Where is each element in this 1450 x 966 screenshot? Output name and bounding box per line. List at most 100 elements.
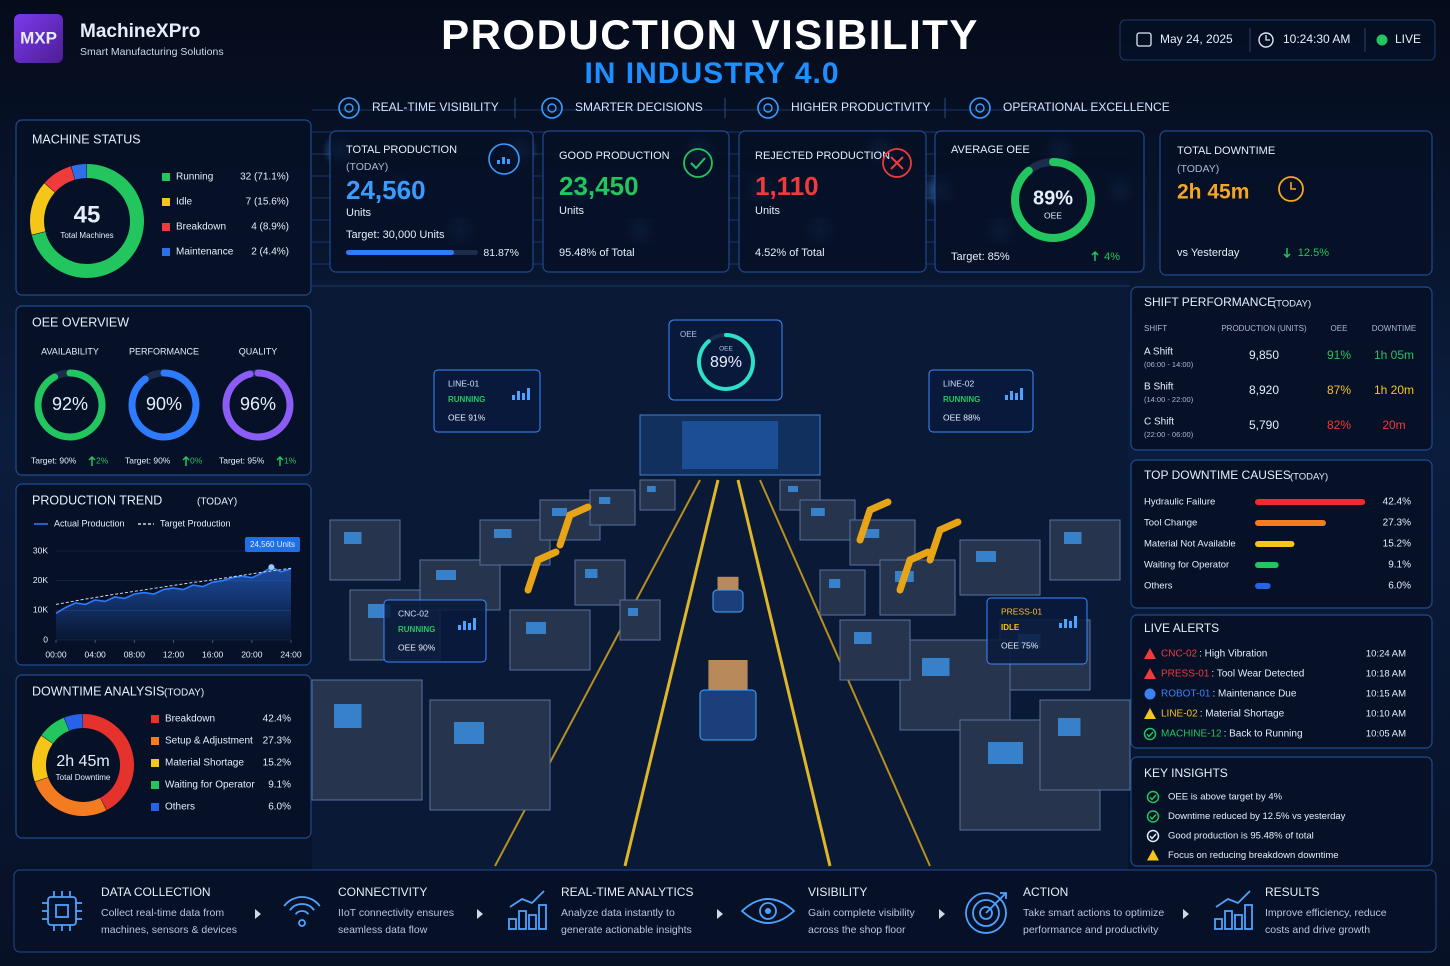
machine-screen [552, 508, 567, 516]
tag-oee: OEE 75% [1001, 640, 1039, 650]
donut-segment [31, 164, 144, 278]
legend-swatch [162, 248, 170, 256]
pillar-label: REAL-TIME VISIBILITY [372, 100, 499, 114]
flow-title: REAL-TIME ANALYTICS [561, 885, 693, 899]
warning-icon [1144, 648, 1156, 659]
machine-screen [454, 722, 484, 744]
trend-area [56, 567, 291, 640]
machine-screen [1064, 532, 1082, 544]
up-arrow [88, 455, 96, 466]
gauge-change: 1% [284, 455, 297, 465]
page-subtitle: IN INDUSTRY 4.0 [584, 57, 839, 90]
robot-arm [524, 548, 560, 594]
tag-oee: OEE 88% [943, 412, 981, 422]
x-tick-label: 16:00 [202, 649, 224, 659]
up-arrow [276, 455, 284, 466]
shift-hours: (06:00 - 14:00) [1144, 360, 1194, 369]
donut-segment [82, 714, 134, 811]
down-arrow [1283, 248, 1291, 259]
kpi-title: GOOD PRODUCTION [559, 150, 670, 162]
donut-segment [44, 166, 76, 193]
legend-swatch [162, 173, 170, 181]
tag-icon-bar [1069, 621, 1072, 628]
chart-icon-bar [1234, 914, 1243, 930]
x-tick-label: 00:00 [45, 649, 67, 659]
panel-title: LIVE ALERTS [1144, 621, 1219, 635]
flow-title: CONNECTIVITY [338, 885, 427, 899]
cause-name: Hydraulic Failure [1144, 497, 1215, 508]
trend-line [55, 566, 292, 614]
flow-text: across the shop floor [808, 924, 906, 936]
callout: 24,560 Units [250, 540, 295, 549]
panel-title: TOP DOWNTIME CAUSES [1144, 468, 1291, 482]
machine-screen [526, 622, 546, 634]
wifi-arc [294, 910, 310, 915]
kpi-qualifier: (TODAY) [346, 161, 388, 173]
legend-swatch [151, 715, 159, 723]
robot-arm [856, 498, 892, 544]
chart-icon-bar [528, 914, 537, 930]
alert-time: 10:24 AM [1366, 649, 1406, 660]
eye-pupil [759, 902, 777, 920]
legend-label: Breakdown [165, 714, 215, 725]
x-tick-label: 20:00 [241, 649, 263, 659]
machine [311, 679, 423, 801]
flow-text: Collect real-time data from [101, 907, 224, 919]
panel [1130, 459, 1433, 609]
chart-icon-bar [1224, 910, 1233, 930]
y-tick-label: 10K [33, 605, 48, 615]
machine-screen [829, 579, 841, 588]
panel-title: SHIFT PERFORMANCE [1144, 295, 1275, 309]
chip-core [55, 904, 69, 918]
flow-chevron [717, 909, 723, 919]
machine [899, 639, 1011, 731]
live-status: LIVE [1395, 32, 1421, 46]
logo-badge [14, 14, 63, 63]
machine [329, 519, 401, 581]
tag-icon-bar [1059, 623, 1062, 628]
panel [1130, 756, 1433, 867]
gauge-name: QUALITY [239, 346, 278, 356]
progress-bar [346, 250, 455, 255]
flow-title: DATA COLLECTION [101, 885, 211, 899]
pillar-icon-core [763, 103, 773, 113]
check-mark [1149, 833, 1157, 840]
cause-name: Waiting for Operator [1144, 560, 1229, 571]
legend-label: Running [176, 172, 213, 183]
chart-icon-trend [509, 890, 545, 908]
machine-screen [494, 529, 512, 538]
box [717, 576, 739, 590]
flow-text: Gain complete visibility [808, 907, 916, 919]
donut-segment [30, 183, 55, 235]
donut-segment [64, 714, 83, 731]
panel-qualifier: (TODAY) [197, 497, 237, 508]
screen [682, 421, 778, 469]
aisle-line [623, 479, 720, 867]
robot-arm [926, 518, 962, 564]
wifi-dot [298, 919, 306, 927]
check-icon [1146, 790, 1160, 804]
pillar-icon-core [975, 103, 985, 113]
cause-name: Tool Change [1144, 518, 1197, 529]
legend-value: 15.2% [263, 758, 291, 769]
info-icon [1144, 688, 1156, 700]
shift-production: 8,920 [1249, 383, 1279, 397]
kpi-qualifier: (TODAY) [1177, 163, 1219, 175]
legend-swatch [151, 803, 159, 811]
target-ring [965, 892, 1007, 934]
x-tick-label: 12:00 [163, 649, 185, 659]
insight-text: Good production is 95.48% of total [1168, 831, 1314, 842]
tag-status: IDLE [1001, 623, 1020, 632]
machine-screen [334, 704, 362, 728]
alert-source: LINE-02 [1161, 709, 1198, 720]
gauge-value: 92% [52, 394, 88, 414]
gauge-name: PERFORMANCE [129, 346, 199, 356]
legend-label: Others [165, 802, 195, 813]
clock-icon [1258, 32, 1274, 48]
kpi-unit: Units [346, 207, 372, 219]
alert-time: 10:15 AM [1366, 689, 1406, 700]
insight-text: Downtime reduced by 12.5% vs yesterday [1168, 811, 1346, 822]
kpi-icon-bar [507, 159, 510, 164]
